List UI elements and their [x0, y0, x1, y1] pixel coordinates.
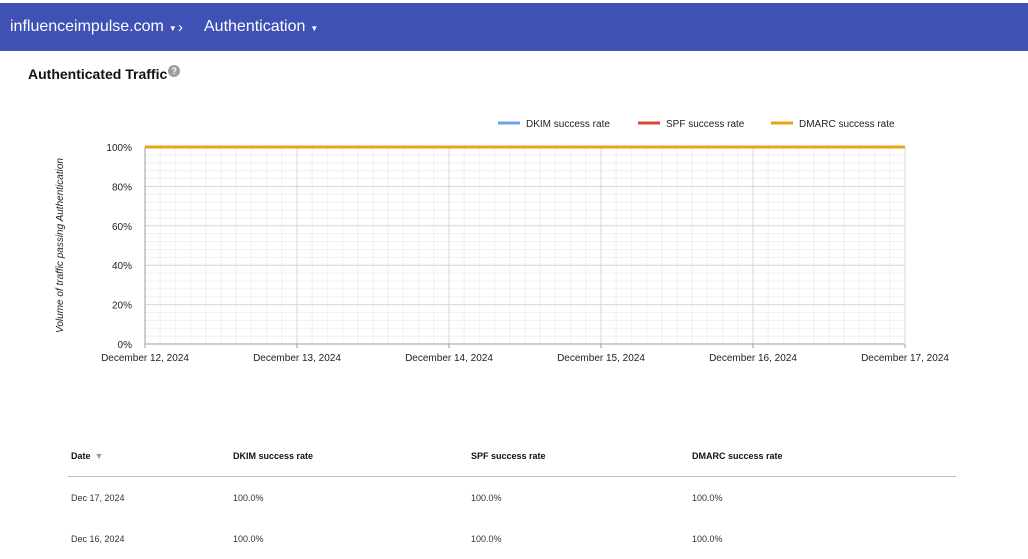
x-tick-label: December 14, 2024: [405, 353, 493, 364]
legend-label: SPF success rate: [666, 119, 745, 130]
y-axis-label: Volume of traffic passing Authentication: [55, 158, 66, 333]
cell-dkim: 100.0%: [233, 492, 264, 503]
cell-spf: 100.0%: [471, 533, 502, 544]
caret-down-icon: ▼: [310, 23, 319, 33]
column-header-dmarc[interactable]: DMARC success rate: [692, 451, 783, 461]
column-header-date[interactable]: Date ▼: [71, 451, 104, 461]
y-tick-label: 0%: [118, 340, 133, 351]
cell-spf: 100.0%: [471, 492, 502, 503]
page-title-text: Authenticated Traffic: [28, 66, 168, 82]
x-tick-label: December 15, 2024: [557, 353, 645, 364]
cell-dkim: 100.0%: [233, 533, 264, 544]
table-row: Dec 16, 2024 100.0% 100.0% 100.0%: [68, 518, 956, 559]
cell-dmarc: 100.0%: [692, 533, 723, 544]
page-title: Authenticated Traffic ?: [28, 65, 181, 82]
cell-date: Dec 16, 2024: [71, 533, 125, 544]
y-tick-label: 80%: [112, 182, 132, 193]
cell-dmarc: 100.0%: [692, 492, 723, 503]
legend-label: DKIM success rate: [526, 119, 610, 130]
help-icon[interactable]: ?: [168, 65, 181, 77]
x-tick-label: December 16, 2024: [709, 353, 797, 364]
x-tick-label: December 17, 2024: [861, 353, 949, 364]
y-tick-label: 40%: [112, 261, 132, 272]
caret-down-icon: ▼: [168, 23, 177, 33]
breadcrumb-separator-icon: ›: [178, 18, 183, 36]
y-tick-label: 100%: [106, 143, 132, 154]
x-tick-label: December 12, 2024: [101, 353, 189, 364]
section-selector[interactable]: Authentication ▼: [204, 3, 318, 51]
column-header-dkim[interactable]: DKIM success rate: [233, 451, 314, 461]
x-tick-label: December 13, 2024: [253, 353, 341, 364]
table-row: Dec 17, 2024 100.0% 100.0% 100.0%: [68, 477, 956, 518]
authenticated-traffic-chart: 0% 20% 40% 60% 80% 100% December 12, 2024 Decem…: [55, 119, 949, 364]
cell-date: Dec 17, 2024: [71, 492, 125, 503]
domain-label: influenceimpulse.com: [10, 18, 164, 35]
domain-selector[interactable]: influenceimpulse.com ▼: [10, 3, 177, 51]
legend-label: DMARC success rate: [799, 119, 895, 130]
y-tick-label: 60%: [112, 222, 132, 233]
column-header-spf[interactable]: SPF success rate: [471, 451, 546, 461]
results-table: Date ▼ DKIM success rate SPF success rat…: [68, 436, 956, 559]
sort-descending-icon: ▼: [94, 451, 104, 461]
table-header-row: Date ▼ DKIM success rate SPF success rat…: [68, 436, 956, 477]
top-app-bar: influenceimpulse.com ▼ › Authentication …: [0, 3, 1028, 51]
section-label: Authentication: [204, 18, 306, 35]
y-tick-label: 20%: [112, 301, 132, 312]
